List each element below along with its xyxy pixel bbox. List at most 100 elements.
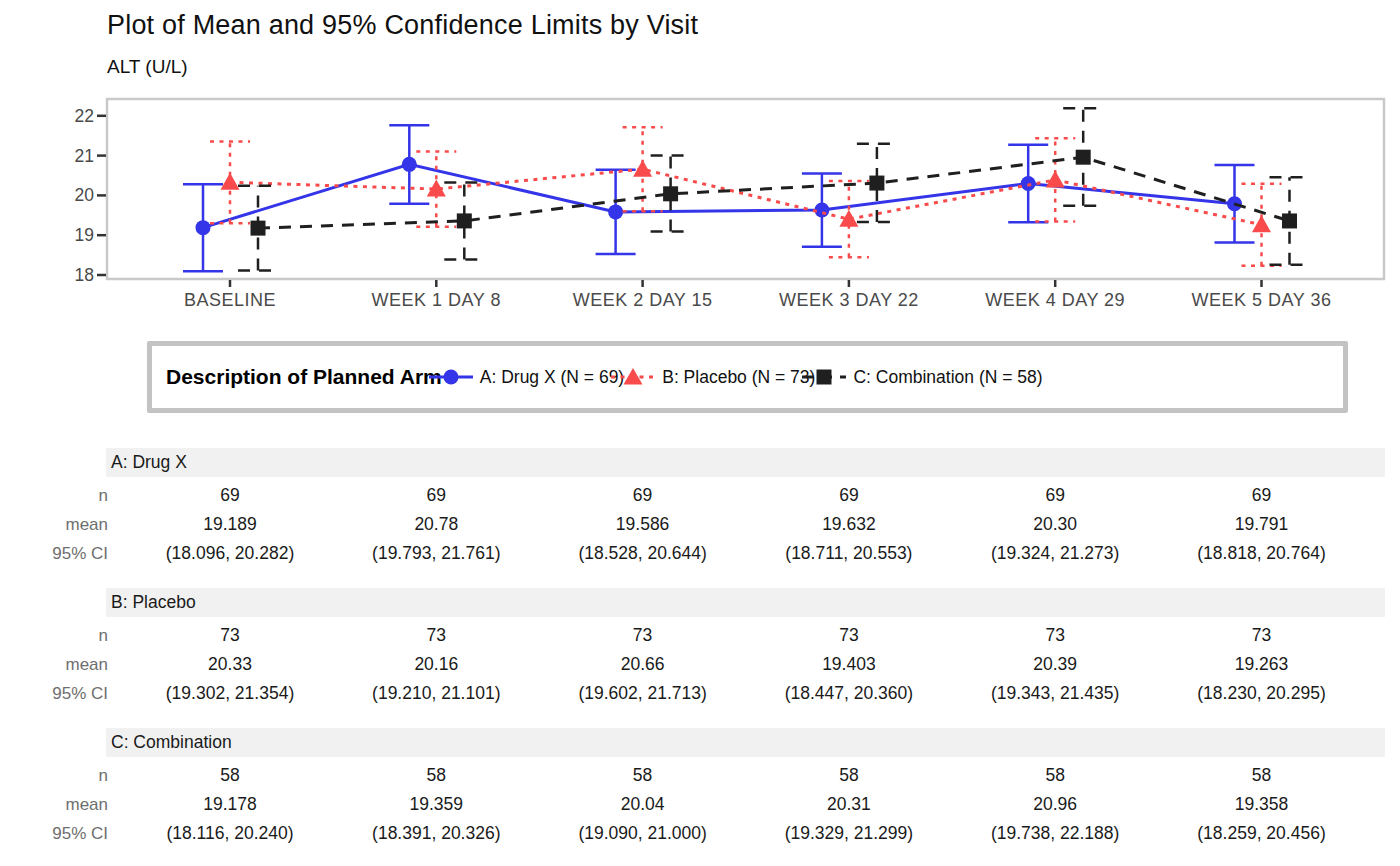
- table-row-ci: 95% CI(18.116, 20.240)(18.391, 20.326)(1…: [0, 819, 1400, 848]
- row-label: mean: [0, 510, 108, 539]
- table-cell: 73: [127, 621, 333, 650]
- table-cell: 69: [746, 481, 952, 510]
- series-circle: [183, 125, 1255, 271]
- table-cell: (18.230, 20.295): [1159, 679, 1365, 708]
- table-cell: 58: [333, 761, 539, 790]
- table-cell: 69: [952, 481, 1158, 510]
- drug-x-line-circle-icon: [429, 364, 473, 390]
- mean-ci-line-chart: 1819202122BASELINEWEEK 1 DAY 8WEEK 2 DAY…: [0, 90, 1400, 325]
- table-cell: 73: [952, 621, 1158, 650]
- table-row-mean: mean 19.17819.35920.0420.3120.9619.358: [0, 790, 1400, 819]
- row-label: 95% CI: [0, 819, 108, 848]
- series-line: [230, 169, 1262, 225]
- table-cell: (19.324, 21.273): [952, 539, 1158, 568]
- square-marker-icon: [663, 186, 678, 201]
- table-cell: (19.210, 21.101): [333, 679, 539, 708]
- table-cell: 19.178: [127, 790, 333, 819]
- row-label: n: [0, 621, 108, 650]
- row-label: n: [0, 481, 108, 510]
- table-cell: 58: [952, 761, 1158, 790]
- circle-marker-icon: [608, 204, 623, 219]
- row-label: n: [0, 761, 108, 790]
- page-title: Plot of Mean and 95% Confidence Limits b…: [107, 10, 698, 41]
- table-cell: (19.738, 22.188): [952, 819, 1158, 848]
- legend-box: Description of Planned Arm A: Drug X (N …: [147, 341, 1348, 413]
- table-cell: 69: [1159, 481, 1365, 510]
- x-axis-tick-label: WEEK 3 DAY 22: [779, 290, 919, 310]
- legend-item-label: B: Placebo (N = 73): [662, 367, 815, 388]
- x-axis-tick-label: WEEK 5 DAY 36: [1192, 290, 1332, 310]
- placebo-line-triangle-icon: [611, 364, 655, 390]
- table-cell: 20.16: [333, 650, 539, 679]
- legend-item-combination: C: Combination (N = 58): [815, 364, 1042, 390]
- x-axis-tick-label: WEEK 2 DAY 15: [573, 290, 713, 310]
- table-cell: 20.31: [746, 790, 952, 819]
- table-cell: 19.586: [540, 510, 746, 539]
- table-section-header: C: Combination: [106, 728, 1385, 757]
- table-cell: (19.793, 21.761): [333, 539, 539, 568]
- table-cell: 19.358: [1159, 790, 1365, 819]
- table-cell: 20.96: [952, 790, 1158, 819]
- table-cell: (19.343, 21.435): [952, 679, 1158, 708]
- table-cell: 19.403: [746, 650, 952, 679]
- row-label: mean: [0, 650, 108, 679]
- table-cell: 73: [1159, 621, 1365, 650]
- y-axis-tick-label: 21: [75, 146, 94, 166]
- table-cell: 20.30: [952, 510, 1158, 539]
- table-row-mean: mean20.3320.1620.6619.40320.3919.263: [0, 650, 1400, 679]
- table-cell: 20.33: [127, 650, 333, 679]
- table-cell: 19.632: [746, 510, 952, 539]
- y-axis-tick-label: 18: [75, 265, 94, 285]
- square-marker-icon: [1076, 150, 1091, 165]
- series-line: [203, 164, 1235, 227]
- table-cell: 58: [540, 761, 746, 790]
- table-cell: (18.711, 20.553): [746, 539, 952, 568]
- table-cell: (18.528, 20.644): [540, 539, 746, 568]
- table-cell: 19.791: [1159, 510, 1365, 539]
- combination-line-square-icon: [802, 364, 846, 390]
- legend-item-placebo: B: Placebo (N = 73): [624, 364, 815, 390]
- triangle-marker-icon: [633, 160, 652, 177]
- x-axis-tick-label: WEEK 4 DAY 29: [985, 290, 1125, 310]
- legend-item-label: A: Drug X (N = 69): [480, 367, 624, 388]
- row-label: mean: [0, 790, 108, 819]
- x-axis-tick-label: WEEK 1 DAY 8: [372, 290, 501, 310]
- table-row-n: n737373737373: [0, 621, 1400, 650]
- square-marker-icon: [1282, 213, 1297, 228]
- table-cell: 19.189: [127, 510, 333, 539]
- table-cell: 58: [746, 761, 952, 790]
- triangle-marker-icon: [221, 173, 240, 190]
- table-cell: (18.818, 20.764): [1159, 539, 1365, 568]
- legend-item-drug-x: A: Drug X (N = 69): [442, 364, 624, 390]
- legend-item-label: C: Combination (N = 58): [853, 367, 1042, 388]
- table-cell: 19.263: [1159, 650, 1365, 679]
- table-cell: 20.04: [540, 790, 746, 819]
- table-cell: (19.602, 21.713): [540, 679, 746, 708]
- triangle-marker-icon: [1252, 215, 1271, 232]
- table-section-header: B: Placebo: [106, 588, 1385, 617]
- table-row-n: n585858585858: [0, 761, 1400, 790]
- circle-marker-icon: [1021, 176, 1036, 191]
- row-label: 95% CI: [0, 539, 108, 568]
- table-cell: (19.302, 21.354): [127, 679, 333, 708]
- square-marker-icon: [251, 221, 266, 236]
- table-cell: 73: [746, 621, 952, 650]
- square-marker-icon: [457, 213, 472, 228]
- x-axis-tick-label: BASELINE: [184, 290, 276, 310]
- legend-heading: Description of Planned Arm: [166, 365, 442, 389]
- table-cell: 58: [127, 761, 333, 790]
- table-cell: 58: [1159, 761, 1365, 790]
- table-cell: 73: [333, 621, 539, 650]
- circle-marker-icon: [196, 220, 211, 235]
- triangle-marker-icon: [1046, 170, 1065, 187]
- table-cell: (18.116, 20.240): [127, 819, 333, 848]
- square-marker-icon: [869, 176, 884, 191]
- table-cell: 19.359: [333, 790, 539, 819]
- table-section-header: A: Drug X: [106, 448, 1385, 477]
- table-cell: 69: [540, 481, 746, 510]
- y-axis-variable-label: ALT (U/L): [107, 56, 188, 78]
- table-cell: 73: [540, 621, 746, 650]
- table-cell: (18.259, 20.456): [1159, 819, 1365, 848]
- y-axis-tick-label: 20: [75, 185, 95, 205]
- table-cell: 20.66: [540, 650, 746, 679]
